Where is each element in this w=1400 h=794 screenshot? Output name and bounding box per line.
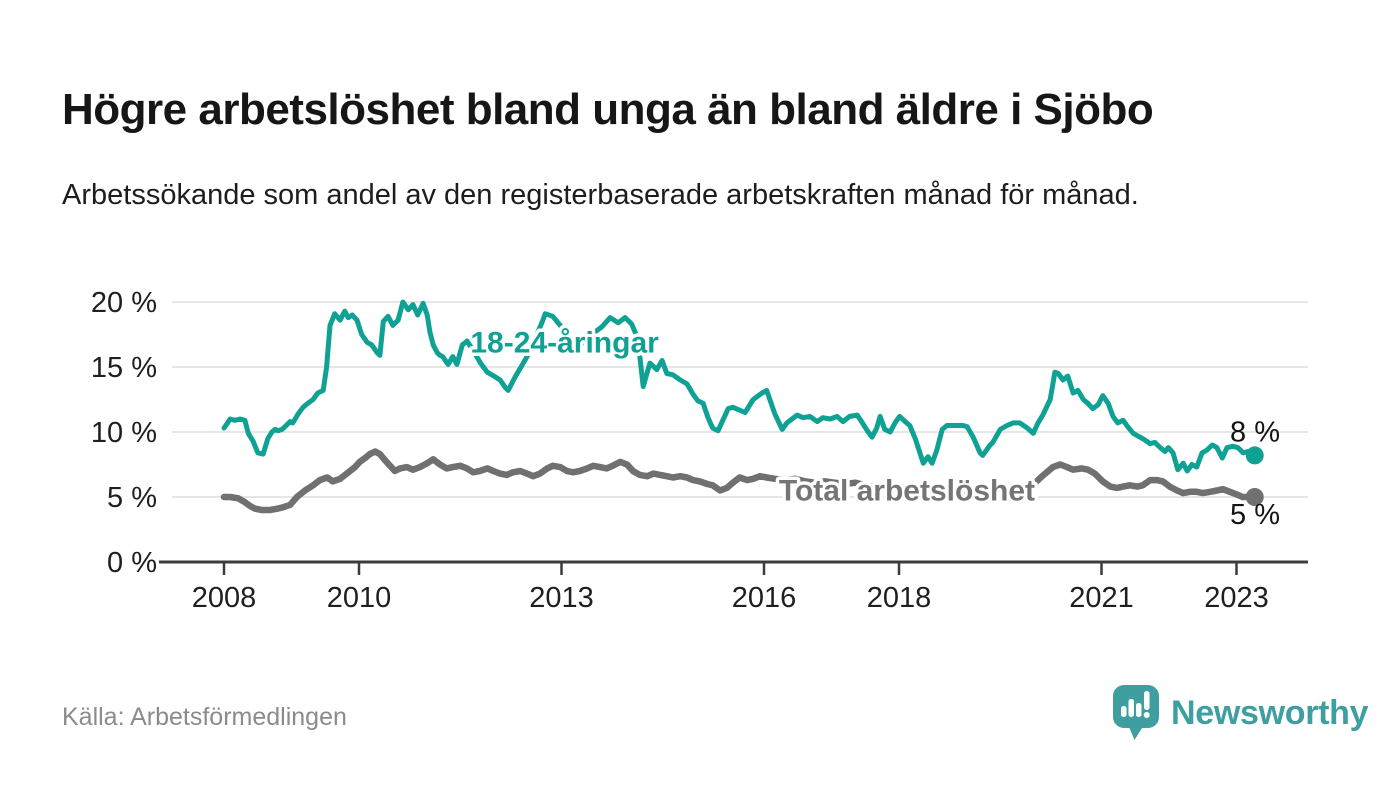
- logo-bar-mid: [1136, 703, 1142, 717]
- newsworthy-logo: Newsworthy: [1112, 684, 1369, 742]
- x-tick-label: 2010: [327, 582, 392, 614]
- y-tick-label: 0 %: [107, 547, 157, 579]
- x-tick-label: 2008: [192, 582, 257, 614]
- series-line-total: [220, 448, 1258, 514]
- chart-subtitle: Arbetssökande som andel av den registerb…: [62, 179, 1139, 211]
- end-value-label-total: 5 %: [1230, 499, 1280, 531]
- x-tick-label: 2016: [732, 582, 797, 614]
- logo-bar-tall: [1128, 699, 1134, 717]
- x-tick-label: 2023: [1204, 582, 1269, 614]
- logo-bar-small: [1121, 706, 1127, 717]
- y-tick-label: 15 %: [91, 352, 157, 384]
- end-dot-young: [1245, 446, 1264, 465]
- series-line-young: [221, 299, 1258, 474]
- unemployment-line-chart: 2008 2010 2013 2016 2018 2021 2023 0 % 5 % 10 % 15…: [0, 270, 1400, 650]
- series-label-young: 18-24-åringar: [470, 327, 659, 360]
- x-tick-label: 2021: [1069, 582, 1134, 614]
- series-label-total: Total arbetslöshet: [779, 474, 1035, 507]
- x-tick-label: 2018: [867, 582, 932, 614]
- brand-wordmark: Newsworthy: [1171, 693, 1369, 732]
- end-dot-total: [1245, 488, 1264, 506]
- newsworthy-logo-icon: [1113, 685, 1159, 740]
- logo-exclamation-dot: [1143, 712, 1150, 718]
- end-value-label-young: 8 %: [1230, 416, 1280, 448]
- page-title: Högre arbetslöshet bland unga än bland ä…: [62, 85, 1154, 135]
- y-tick-label: 20 %: [91, 287, 157, 319]
- y-tick-label: 5 %: [107, 482, 157, 514]
- chart-svg: 2008 2010 2013 2016 2018 2021 2023 0 % 5 % 10 % 15…: [91, 287, 1308, 614]
- logo-exclamation-stem: [1144, 691, 1150, 710]
- x-tick-label: 2013: [529, 582, 594, 614]
- source-caption: Källa: Arbetsförmedlingen: [62, 703, 347, 731]
- y-tick-label: 10 %: [91, 417, 157, 449]
